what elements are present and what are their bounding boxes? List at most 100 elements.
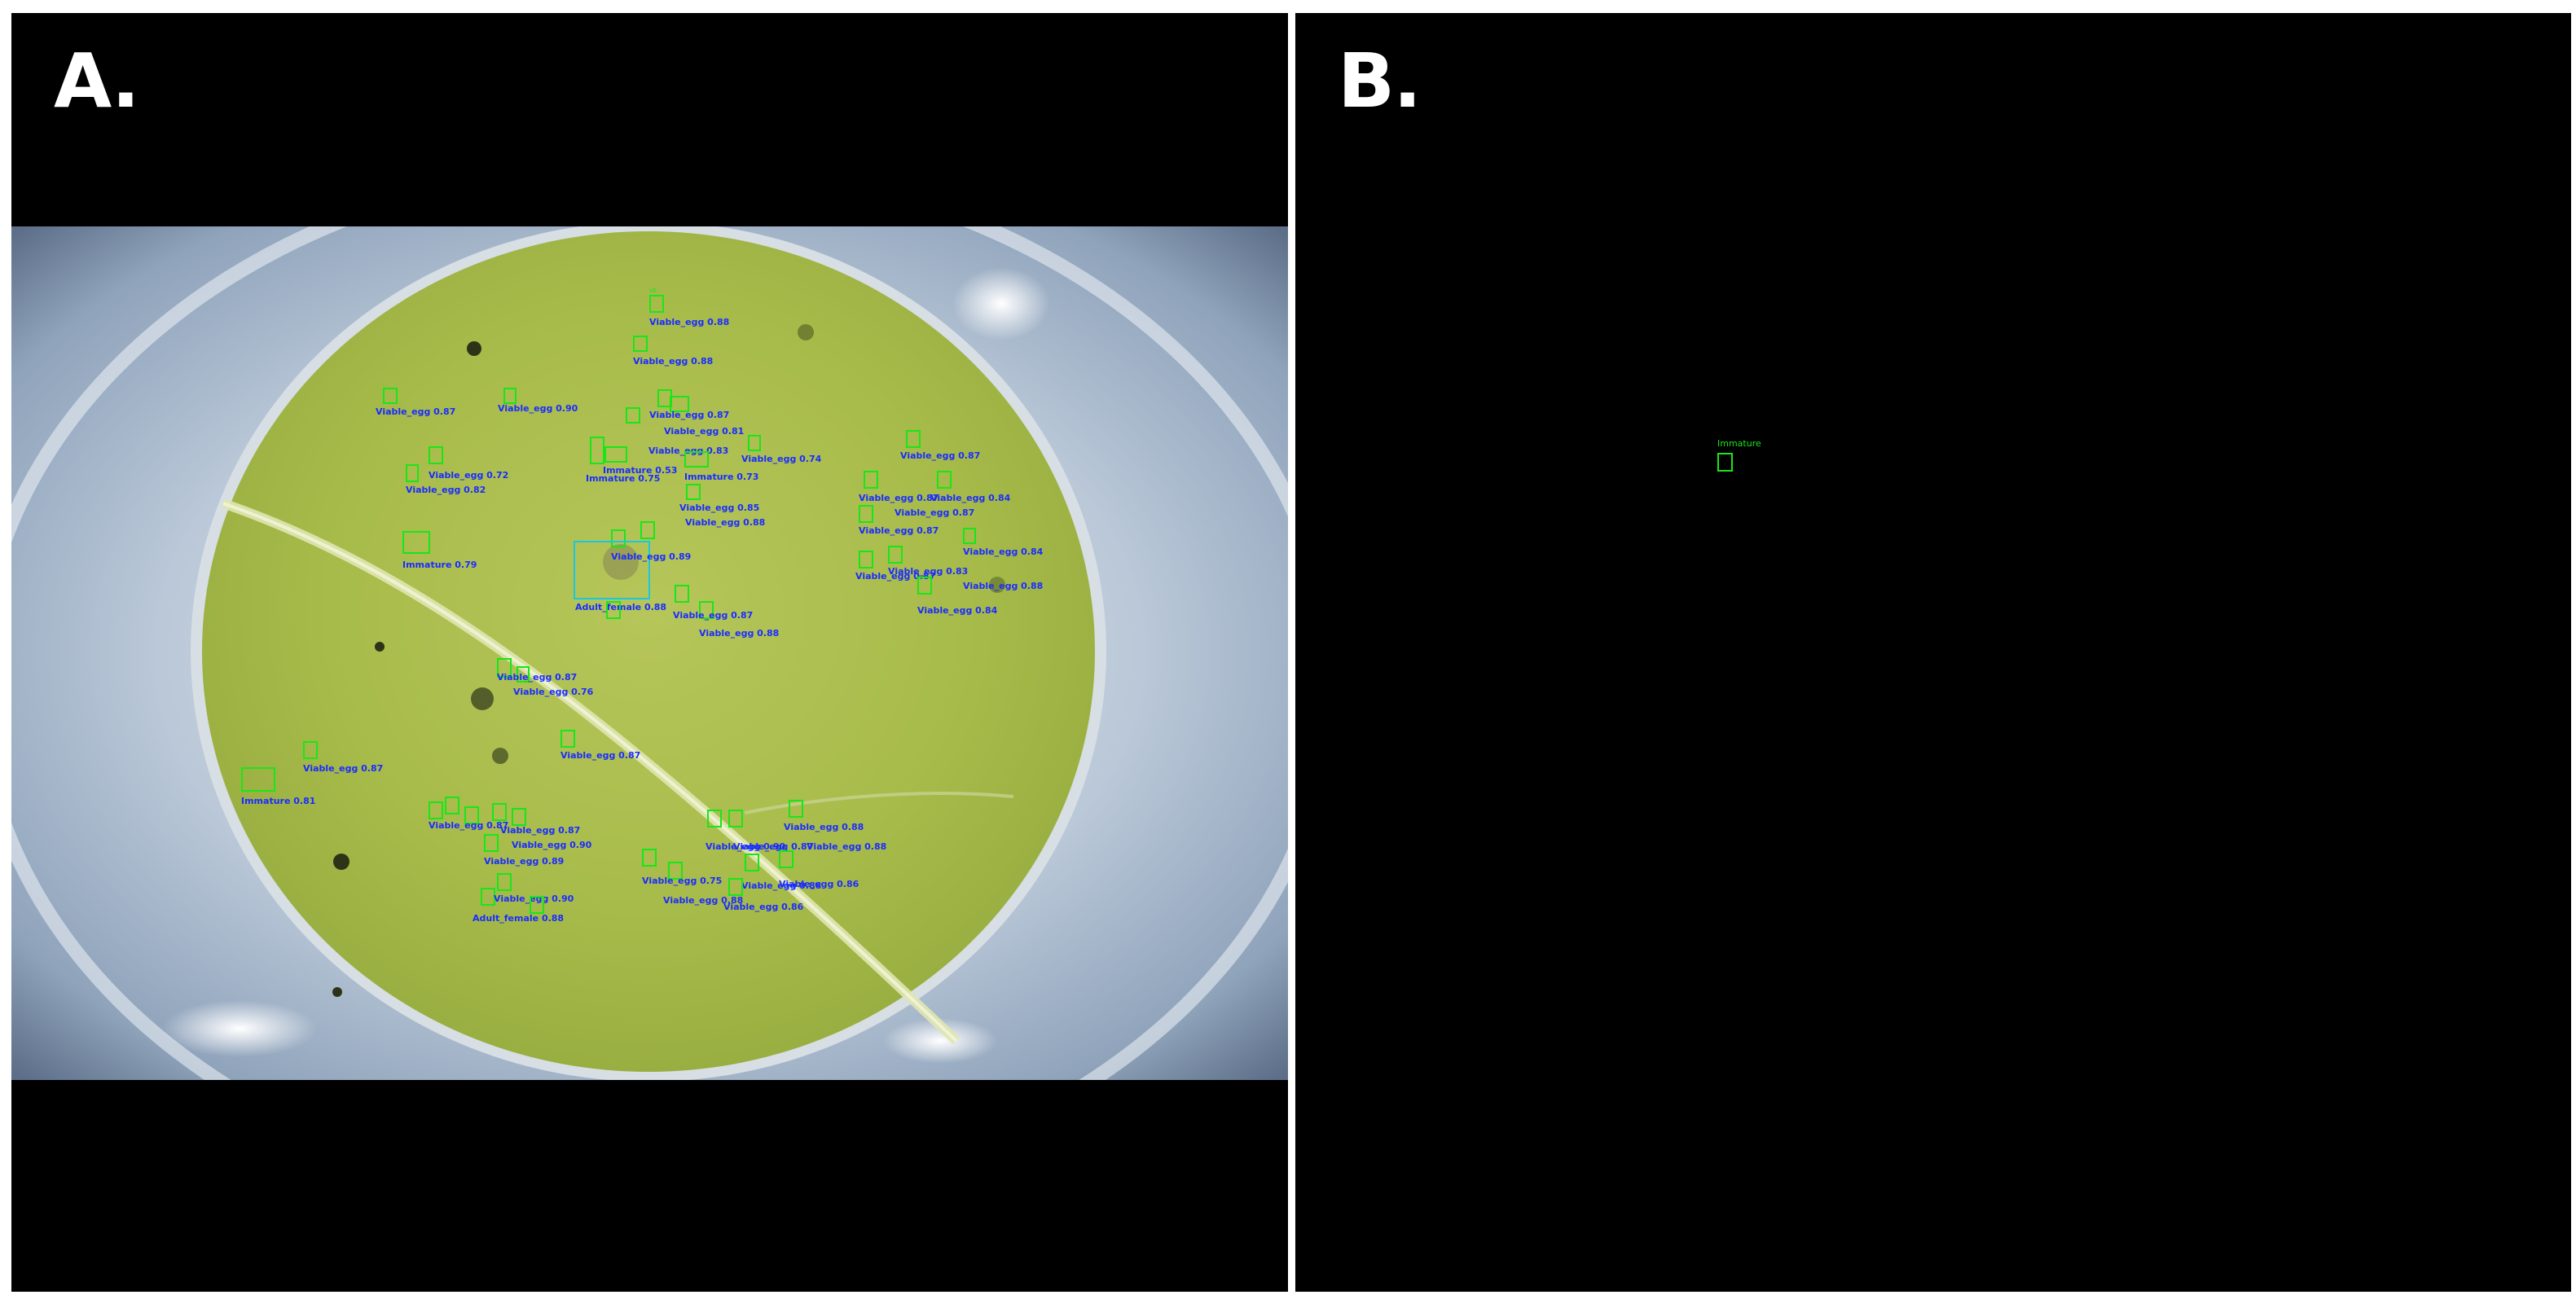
detection-label: Viable_egg 0.88 (685, 517, 766, 528)
detection-box (303, 741, 318, 759)
detection-label: Viable_egg 0.72 (429, 470, 509, 481)
detection-label: Viable_egg 0.87 (733, 841, 814, 852)
detection-label: Viable_egg 0.88 (663, 895, 744, 906)
detection-label: Viable_egg 0.85 (679, 503, 760, 513)
detection-label: Viable_egg 0.74 (741, 454, 822, 464)
detection-box (383, 388, 398, 404)
detection-box (859, 551, 873, 568)
detection-box (604, 446, 627, 463)
detection-label: Immature 0.81 (241, 796, 316, 806)
detection-label: Viable_egg 0.88 (699, 628, 780, 639)
detection-label: Viable_egg 0.87 (303, 763, 384, 774)
detection-box (503, 388, 517, 404)
detection-label: Viable_egg 0.87 (900, 450, 981, 461)
detection-label: Viable_egg 0.83 (888, 566, 969, 577)
detection-label: Viable_egg 0.82 (406, 485, 486, 495)
detection-label: Viable_egg 0.88 (963, 581, 1044, 591)
panel-b: B. Immature (1295, 13, 2571, 1292)
detection-box (917, 577, 932, 595)
detection-box (429, 801, 443, 819)
detection-label: Viable_egg 0.87 (649, 410, 730, 420)
detection-box (606, 601, 621, 619)
detection-box (512, 808, 526, 826)
detection-label: Viable_egg 0.88 (784, 822, 864, 832)
detection-label: Adult_female 0.88 (575, 602, 667, 612)
panel-b-letter: B. (1338, 37, 1422, 125)
detection-box (859, 505, 873, 523)
panel-a-letter: A. (54, 37, 140, 125)
detection-box (699, 601, 714, 619)
leaf-disc-photo: VE Viable_egg 0.88 Viable_egg 0.88 Viabl… (11, 226, 1288, 1080)
detection-box (626, 407, 640, 424)
detection-box (649, 295, 664, 313)
detection-label: Viable_egg 0.89 (484, 856, 565, 867)
detection-label: Viable_egg 0.87 (429, 820, 509, 831)
detection-label: Viable_egg 0.87 (376, 406, 456, 417)
detection-box (445, 797, 459, 814)
detection-box (640, 521, 655, 539)
detection-label: Viable_egg 0.87 (855, 571, 936, 582)
detection-label: Viable_egg 0.88 (633, 356, 714, 367)
detection-box (789, 800, 803, 818)
detection-box (530, 896, 544, 914)
detection-box (481, 888, 495, 906)
detection-box (642, 849, 657, 867)
detection-box (402, 531, 430, 554)
detection-label: Viable_egg 0.89 (611, 551, 692, 562)
detection-box (517, 666, 530, 683)
detection-box (707, 810, 722, 827)
detection-label: Viable_egg 0.84 (963, 547, 1044, 557)
detection-label: Adult_female 0.88 (473, 913, 565, 924)
detection-box (611, 529, 626, 547)
detection-box (728, 878, 743, 896)
detection-label: Viable_egg 0.76 (513, 687, 594, 697)
detection-label: Viable_egg 0.88 (807, 841, 887, 852)
detection-box (670, 396, 689, 412)
detection-box (590, 437, 604, 464)
detection-box (464, 806, 479, 824)
detection-label: Viable_egg 0.90 (494, 893, 574, 904)
detection-box (484, 834, 499, 852)
detection-box (728, 810, 743, 827)
detection-box (888, 546, 903, 564)
detection-label: Viable_egg 0.87 (673, 610, 754, 621)
detection-label: Viable_egg 0.86 (723, 902, 804, 912)
detection-box (560, 730, 575, 748)
detection-label: Viable_egg 0.87 (859, 525, 939, 536)
detection-label: Viable_egg 0.90 (498, 403, 578, 414)
detection-box-immature (1717, 453, 1733, 472)
detection-label: Viable_egg 0.83 (648, 446, 729, 456)
detection-box (745, 854, 759, 871)
detection-label-immature: Immature (1717, 438, 1761, 449)
detection-box (675, 585, 689, 603)
detection-label: Immature 0.53 (603, 465, 678, 476)
detection-label: Viable_egg 0.87 (497, 672, 578, 683)
detection-box (937, 471, 952, 489)
detection-label: Viable_egg 0.88 (649, 317, 730, 327)
detection-label: Viable_egg 0.90 (706, 841, 786, 852)
detection-label: Viable_egg 0.84 (930, 493, 1011, 503)
detection-box (906, 430, 921, 448)
detection-label: Viable_egg 0.87 (560, 750, 641, 761)
detection-label: Immature 0.79 (402, 560, 477, 570)
detection-label: Viable_egg 0.87 (895, 507, 975, 518)
detection-label: Viable_egg 0.81 (664, 426, 745, 437)
detection-label: Viable_egg 0.75 (642, 876, 723, 886)
detection-label: Immature 0.75 (586, 473, 661, 484)
detection-box (668, 862, 683, 880)
detection-box (429, 446, 443, 464)
detection-label: Viable_egg 0.84 (917, 605, 998, 616)
detection-label: Viable_egg 0.87 (500, 825, 581, 836)
detection-box (779, 850, 793, 868)
detection-box (497, 873, 512, 891)
detection-tag: VE (649, 288, 657, 294)
detection-box (492, 803, 507, 821)
detection-box (748, 435, 761, 451)
detection-box (406, 464, 419, 482)
detection-box (241, 767, 275, 792)
panel-a: A. (11, 13, 1288, 1292)
detection-box (657, 389, 672, 407)
detection-label: Viable_egg 0.88 (741, 880, 822, 891)
detection-box (686, 484, 701, 500)
